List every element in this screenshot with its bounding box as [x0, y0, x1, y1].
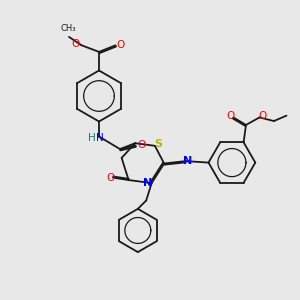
Text: O: O: [72, 39, 80, 49]
Text: O: O: [117, 40, 125, 50]
Text: O: O: [106, 172, 114, 183]
Text: CH₃: CH₃: [61, 24, 76, 33]
Text: S: S: [154, 139, 162, 149]
Text: H: H: [88, 133, 95, 143]
Text: O: O: [226, 111, 235, 121]
Text: N: N: [96, 133, 104, 143]
Text: O: O: [137, 140, 145, 150]
Text: N: N: [143, 178, 153, 188]
Text: O: O: [258, 111, 267, 121]
Text: N: N: [184, 156, 193, 166]
